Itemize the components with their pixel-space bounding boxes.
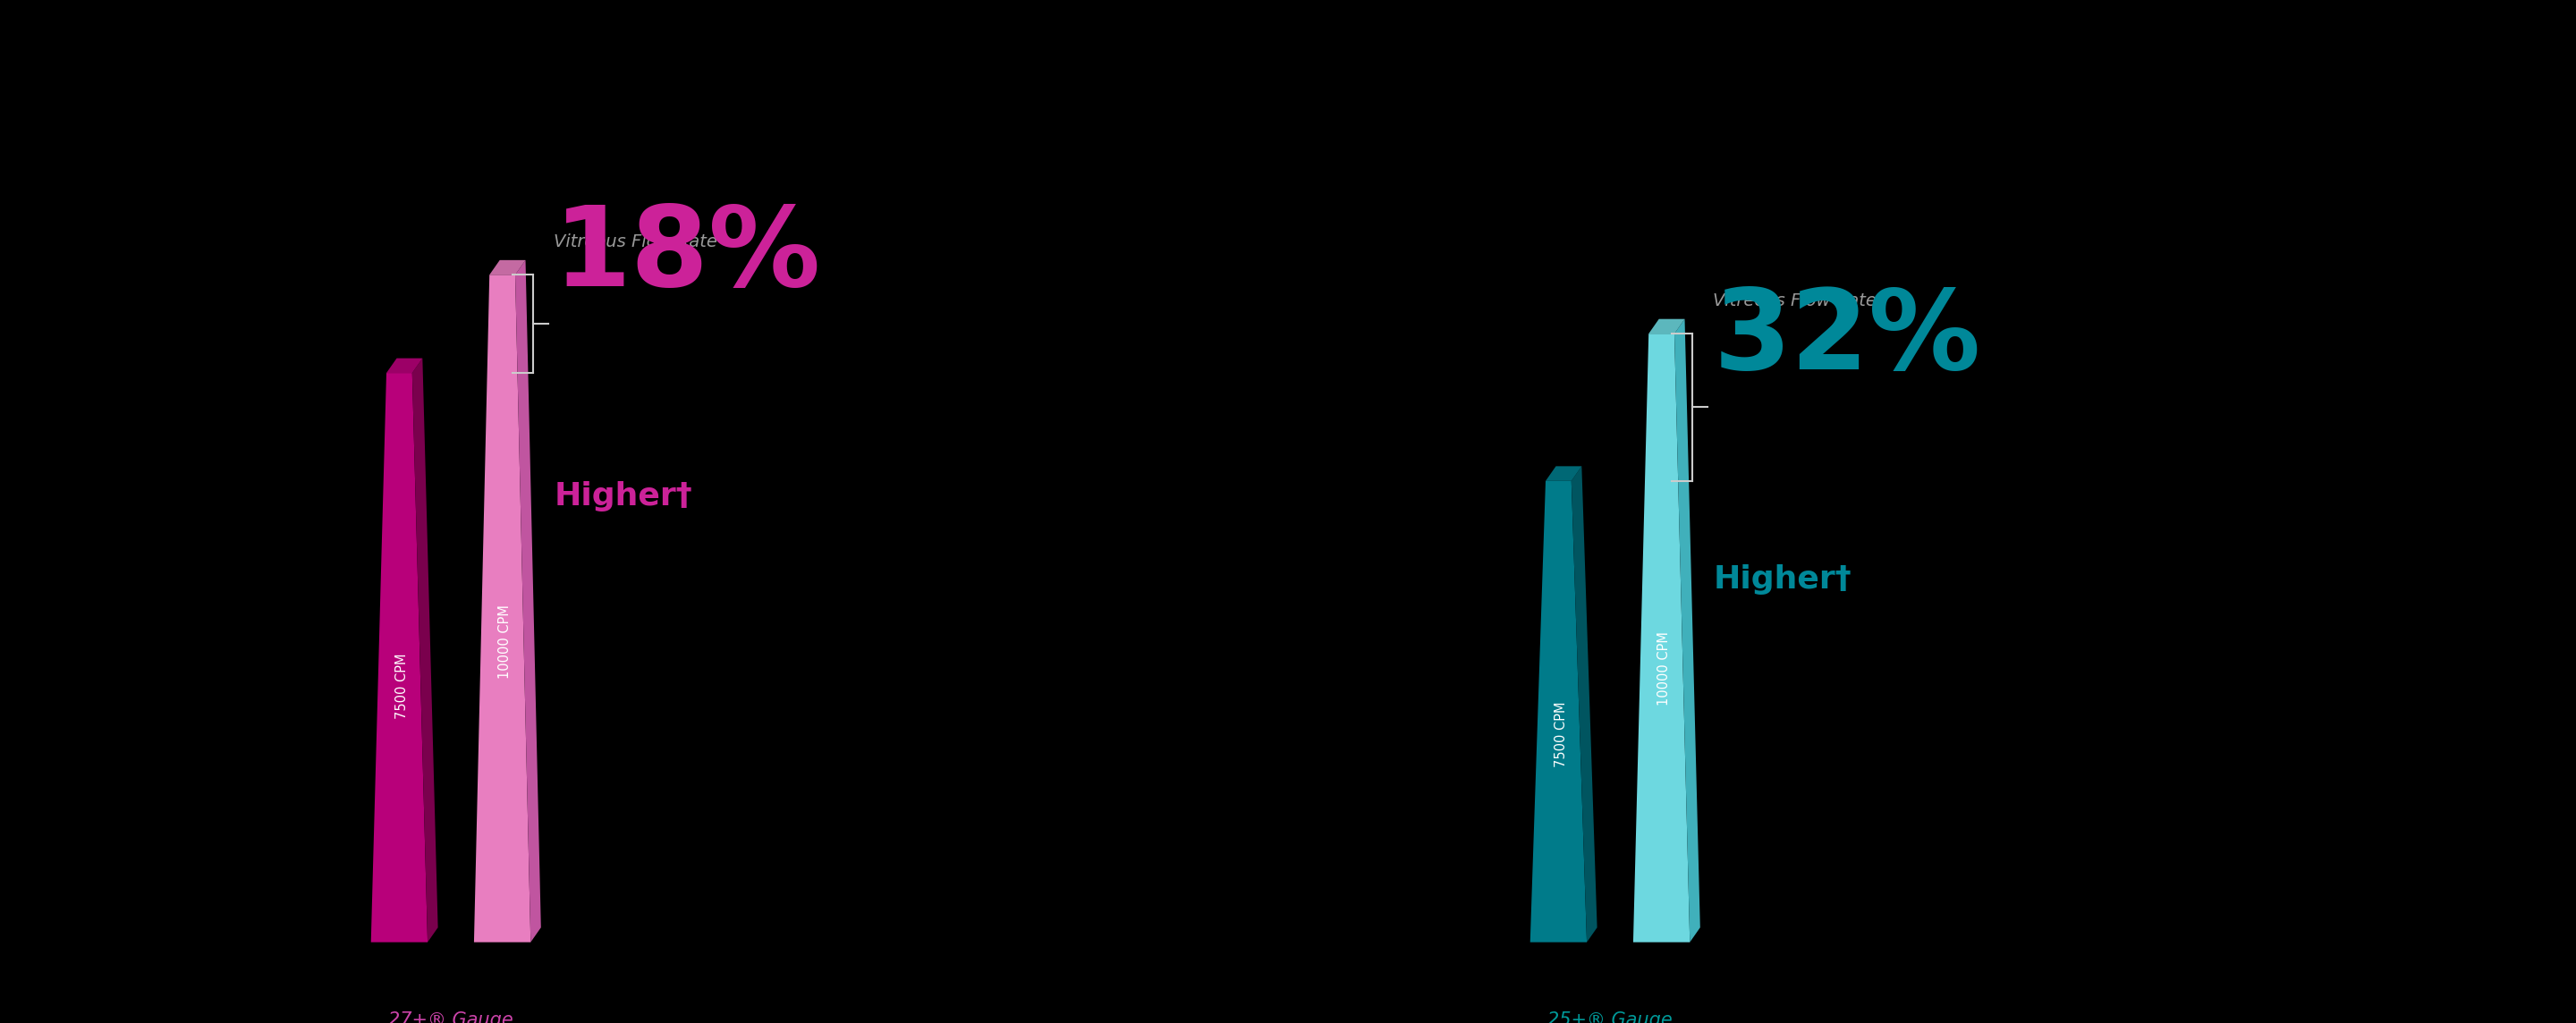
- Text: 18%: 18%: [554, 202, 822, 309]
- Polygon shape: [1530, 481, 1587, 942]
- Polygon shape: [1649, 319, 1685, 333]
- Polygon shape: [489, 260, 526, 275]
- Polygon shape: [474, 275, 531, 942]
- Text: 7500 CPM: 7500 CPM: [1553, 702, 1569, 767]
- Text: 10000 CPM: 10000 CPM: [497, 605, 513, 679]
- Polygon shape: [1633, 333, 1690, 942]
- Polygon shape: [1546, 466, 1582, 481]
- Polygon shape: [1571, 466, 1597, 942]
- Text: 32%: 32%: [1713, 284, 1981, 393]
- Polygon shape: [515, 260, 541, 942]
- Text: Higher†: Higher†: [554, 481, 693, 512]
- Text: Vitreous Flow Rate: Vitreous Flow Rate: [554, 233, 716, 251]
- Text: Higher†: Higher†: [1713, 565, 1852, 594]
- Polygon shape: [412, 358, 438, 942]
- Polygon shape: [1674, 319, 1700, 942]
- Polygon shape: [386, 358, 422, 373]
- Text: 10000 CPM: 10000 CPM: [1656, 631, 1672, 706]
- Text: Vitreous Flow Rate: Vitreous Flow Rate: [1713, 293, 1875, 309]
- Text: 25+® Gauge: 25+® Gauge: [1548, 1011, 1672, 1023]
- Polygon shape: [371, 373, 428, 942]
- Text: 27+® Gauge: 27+® Gauge: [389, 1011, 513, 1023]
- Text: 7500 CPM: 7500 CPM: [394, 654, 410, 719]
